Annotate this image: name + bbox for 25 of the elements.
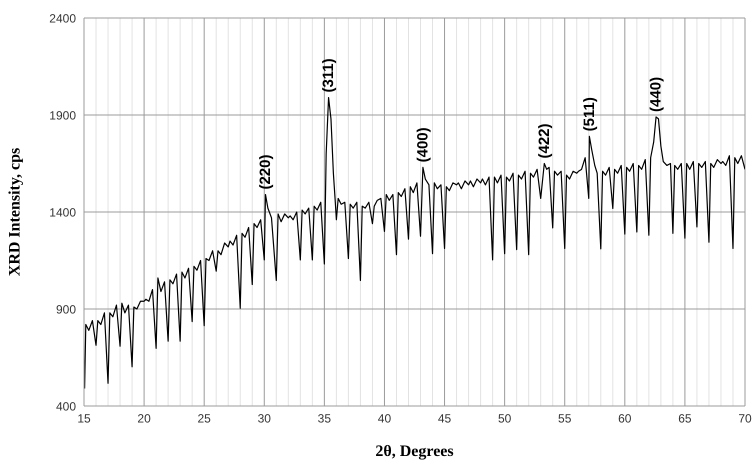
- x-tick-label: 35: [318, 412, 332, 426]
- annotation: (311): [320, 58, 338, 93]
- x-tick-label: 20: [137, 412, 152, 426]
- annotation: (440): [648, 76, 665, 112]
- x-tick-label: 15: [77, 412, 91, 426]
- x-tick-label: 60: [618, 412, 632, 426]
- y-axis-title: XRD Intensity, cps: [6, 148, 24, 276]
- x-tick-label: 70: [738, 412, 752, 426]
- x-tick-label: 25: [198, 412, 212, 426]
- x-axis-title: 2θ, Degrees: [375, 443, 454, 460]
- annotation: (400): [414, 127, 432, 162]
- y-tick-label: 2400: [49, 11, 76, 26]
- y-tick-label: 400: [56, 399, 76, 414]
- annotation: (220): [256, 154, 274, 190]
- annotation: (422): [536, 123, 553, 158]
- annotation: (511): [580, 97, 598, 132]
- y-tick-label: 900: [56, 302, 76, 316]
- y-tick-label: 1400: [49, 205, 76, 220]
- x-tick-label: 65: [678, 412, 692, 426]
- x-tick-label: 45: [438, 412, 452, 426]
- x-tick-label: 30: [258, 412, 272, 426]
- x-tick-label: 55: [558, 412, 572, 426]
- y-tick-label: 1900: [49, 108, 76, 122]
- x-tick-label: 40: [378, 412, 392, 426]
- x-tick-label: 50: [498, 412, 512, 426]
